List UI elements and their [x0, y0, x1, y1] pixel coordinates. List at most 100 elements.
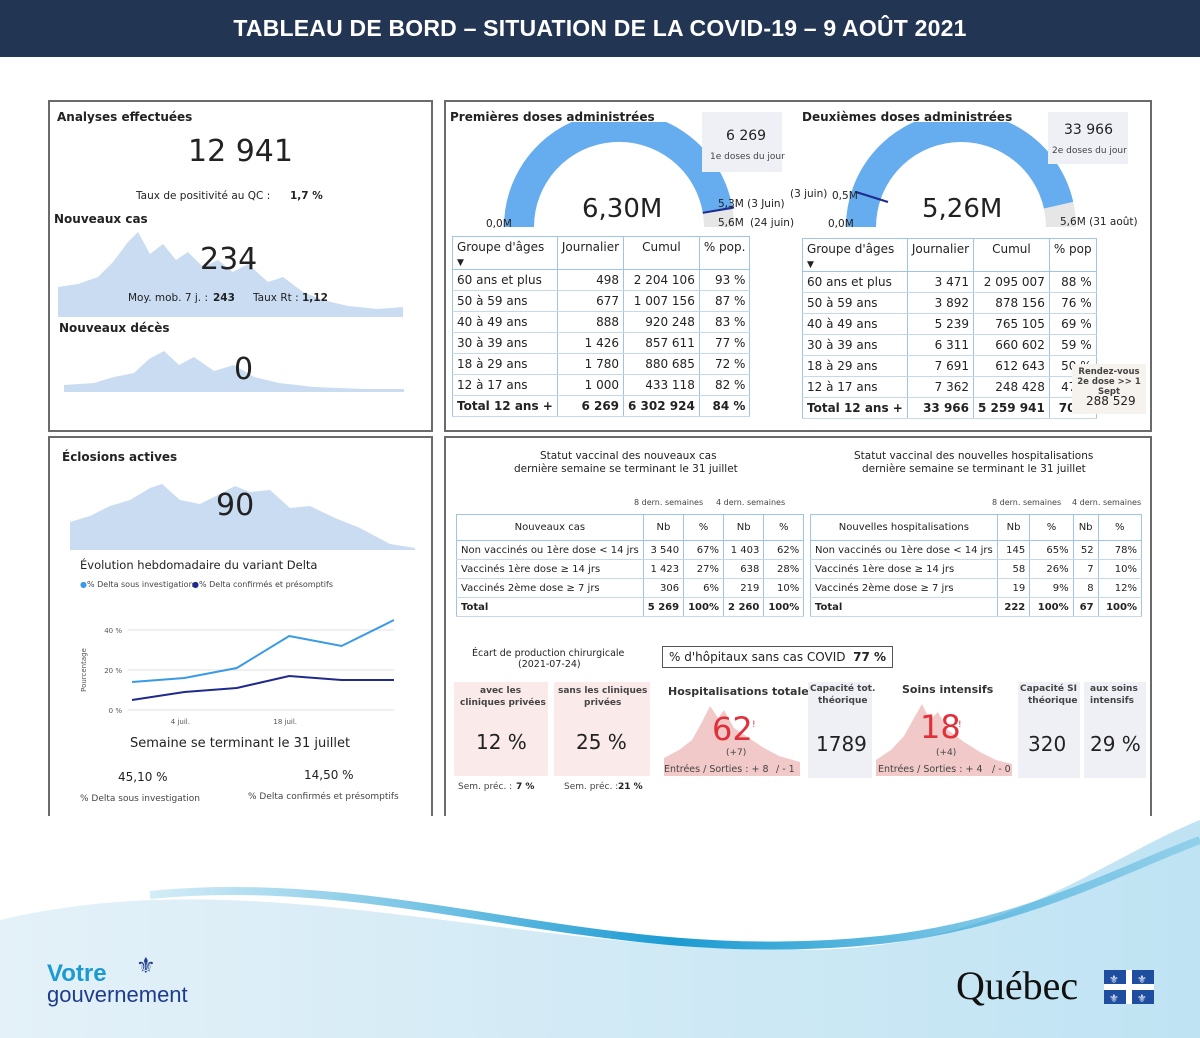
delta-line-chart: 0 % 20 % 40 % Pourcentage 4 juil. 18 juil.	[80, 619, 395, 726]
si-cap-box: Capacité SI théorique 320	[1018, 682, 1080, 778]
statut-cas-row: Vaccinés 1ère dose ≥ 14 jrs 1 423 27% 638 28…	[456, 559, 805, 579]
legend-dot-2-icon: ●	[192, 580, 199, 589]
deces-value: 0	[234, 352, 254, 387]
rt-value: 1,12	[302, 292, 328, 304]
statut-cas-cell: 219	[722, 578, 765, 598]
statut-hosp-row: Vaccinés 2ème dose ≥ 7 jrs 19 9% 8 12%	[810, 578, 1143, 598]
statut-hosp-cell: 52	[1072, 540, 1099, 560]
chir-a-box: avec les cliniques privées 12 %	[454, 682, 548, 776]
delta-v2: 14,50 %	[304, 768, 354, 782]
statut-hosp-col-4[interactable]: %	[1097, 514, 1143, 541]
dose1-cell: 83 %	[698, 311, 751, 333]
delta-v1: 45,10 %	[118, 770, 168, 784]
rdv-value: 288 529	[1086, 394, 1136, 408]
statut-cas-cell: 2 260	[722, 597, 765, 617]
cas-title: Nouveaux cas	[54, 212, 148, 226]
dose2-cell: 878 156	[973, 292, 1050, 314]
dose2-col-3[interactable]: % pop	[1048, 238, 1097, 272]
statut-cas-col-0[interactable]: Nouveaux cas	[456, 514, 644, 541]
statut-hosp-cell: Total	[810, 597, 998, 617]
statut-cas-row: Non vaccinés ou 1ère dose < 14 jrs 3 540 6…	[456, 540, 805, 560]
dose2-col-1[interactable]: Journalier	[906, 238, 975, 272]
statut-cas-col-1[interactable]: Nb	[642, 514, 685, 541]
dose1-col-2[interactable]: Cumul	[623, 236, 700, 270]
si-flow2: / - 0	[992, 764, 1011, 775]
delta-series-line-1	[131, 619, 395, 683]
svg-text:⚜: ⚜	[1137, 973, 1147, 986]
statut-hosp-title2: dernière semaine se terminant le 31 juil…	[862, 463, 1086, 475]
dose2-cell: 6 311	[906, 334, 975, 356]
dose1-cell: 6 269	[556, 395, 625, 417]
svg-text:⚜: ⚜	[1109, 973, 1119, 986]
dose2-cell: 5 259 941	[973, 397, 1050, 419]
eclosions-area-chart	[70, 484, 415, 550]
statut-hosp-col-0[interactable]: Nouvelles hospitalisations	[810, 514, 998, 541]
dose2-cell: 88 %	[1048, 271, 1097, 293]
dose2-mark1b: 0,5M	[832, 190, 858, 202]
analyses-title: Analyses effectuées	[57, 110, 193, 124]
dose1-cell: 12 à 17 ans	[452, 374, 558, 396]
statut-cas-col-4[interactable]: %	[763, 514, 805, 541]
si-area-chart	[876, 704, 1012, 776]
dose1-col-0[interactable]: Groupe d'âges ▼	[452, 236, 558, 270]
chir-b-prev: 21 %	[618, 782, 643, 792]
statut-hosp-col-2[interactable]: %	[1029, 514, 1074, 541]
si-flow: Entrées / Sorties : + 4	[878, 764, 983, 775]
dose2-col-0[interactable]: Groupe d'âges ▼	[802, 238, 908, 272]
dose1-col-3[interactable]: % pop.	[698, 236, 751, 270]
statut-hosp-cell: 26%	[1029, 559, 1074, 579]
dose2-row: 60 ans et plus 3 471 2 095 007 88 %	[802, 271, 1097, 293]
si-value: 18	[920, 708, 961, 746]
dose1-cell: 87 %	[698, 290, 751, 312]
dose2-row: 50 à 59 ans 3 892 878 156 76 %	[802, 292, 1097, 314]
rt-label: Taux Rt :	[253, 292, 299, 304]
dose2-title: Deuxièmes doses administrées	[802, 110, 1013, 124]
statut-hosp-total-row: Total 222 100% 67 100%	[810, 597, 1143, 617]
chir-b-box: sans les cliniques privées 25 %	[554, 682, 650, 776]
statut-hosp-col-3[interactable]: Nb	[1072, 514, 1099, 541]
legend-dot-1-icon: ●	[80, 580, 87, 589]
chir-a-prev: 7 %	[516, 782, 535, 792]
dose2-cell: 7 691	[906, 355, 975, 377]
dose2-cell: 5 239	[906, 313, 975, 335]
dose1-col-1[interactable]: Journalier	[556, 236, 625, 270]
dose1-row: 40 à 49 ans 888 920 248 83 %	[452, 311, 751, 333]
dose1-table: Groupe d'âges ▼ Journalier Cumul % pop. 6…	[452, 236, 751, 417]
si-cap-label1: Capacité SI	[1020, 684, 1077, 694]
dose1-day-label: 1e doses du jour	[710, 152, 785, 162]
dose2-cell: 12 à 17 ans	[802, 376, 908, 398]
si-aux-label1: aux soins	[1090, 684, 1138, 694]
dose1-mark1: 5,3M (3 Juin)	[718, 198, 785, 210]
dose2-gauge	[846, 122, 1076, 228]
dose1-cell: 18 à 29 ans	[452, 353, 558, 375]
statut-cas-col-2[interactable]: %	[683, 514, 724, 541]
dose1-cell: 82 %	[698, 374, 751, 396]
hosp-flow2: / - 1	[776, 764, 795, 775]
dose1-cell: 72 %	[698, 353, 751, 375]
si-cap-value: 320	[1028, 732, 1067, 756]
delta-y-label: Pourcentage	[80, 648, 88, 692]
statut-hosp-cell: Vaccinés 1ère dose ≥ 14 jrs	[810, 559, 998, 579]
statut-hosp-cell: 9%	[1029, 578, 1074, 598]
dose2-cell: 59 %	[1048, 334, 1097, 356]
dose1-cell: Total 12 ans +	[452, 395, 558, 417]
dose2-cell: 3 892	[906, 292, 975, 314]
chir-b-value: 25 %	[576, 730, 627, 754]
statut-cas-cell: 100%	[763, 597, 805, 617]
svg-text:⚜: ⚜	[1109, 992, 1119, 1004]
analyses-value: 12 941	[188, 134, 293, 169]
dose2-col-2[interactable]: Cumul	[973, 238, 1050, 272]
statut-cas-col-3[interactable]: Nb	[722, 514, 765, 541]
dose1-cell: 50 à 59 ans	[452, 290, 558, 312]
dose2-center-value: 5,26M	[922, 194, 1003, 224]
chir-b-label1: sans les cliniques	[558, 686, 648, 696]
delta-v2-label: % Delta confirmés et présomptifs	[248, 792, 399, 802]
statut-cas-cell: 306	[642, 578, 685, 598]
statut-hosp-cell: 58	[996, 559, 1031, 579]
statut-hosp-col-1[interactable]: Nb	[996, 514, 1031, 541]
delta-title: Évolution hebdomadaire du variant Delta	[80, 558, 318, 572]
statut-hosp-table: Nouvelles hospitalisations Nb % Nb % Non…	[810, 514, 1143, 617]
delta-y-tick: 40 %	[104, 627, 122, 635]
